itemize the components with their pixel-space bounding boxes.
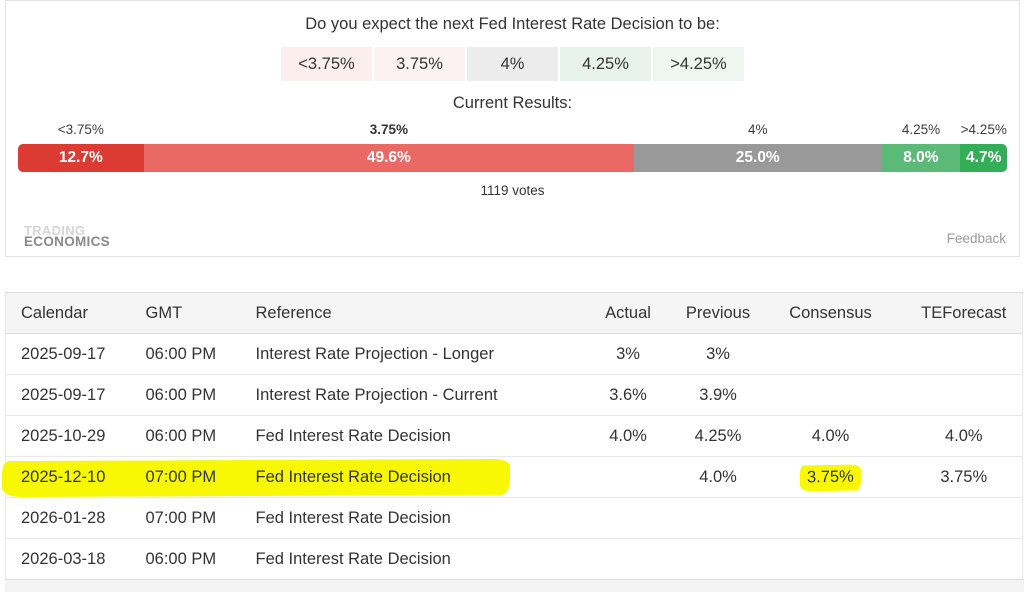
next-table-section-strip <box>5 579 1024 592</box>
poll-results-bar: 12.7% 49.6% 25.0% 8.0% 4.7% <box>18 144 1007 172</box>
cell-consensus <box>755 374 906 416</box>
column-header-calendar: Calendar <box>5 292 131 334</box>
bar-segment-gt-4-25: 4.7% <box>960 144 1007 172</box>
cell-teforecast <box>905 538 1023 580</box>
cell-reference[interactable]: Fed Interest Rate Decision <box>240 415 576 457</box>
result-bar-labels: <3.75% 3.75% 4% 4.25% >4.25% <box>18 122 1007 139</box>
cell-gmt: 07:00 PM <box>130 497 241 539</box>
table-row[interactable]: 2026-01-28 07:00 PM Fed Interest Rate De… <box>5 497 1023 539</box>
table-row[interactable]: 2025-09-17 06:00 PM Interest Rate Projec… <box>5 333 1023 375</box>
bar-segment-3-75: 49.6% <box>143 144 635 172</box>
cell-consensus <box>755 538 906 580</box>
bar-segment-lt-3-75: 12.7% <box>18 144 144 172</box>
logo-line-economics: ECONOMICS <box>24 234 110 249</box>
cell-actual: 3% <box>575 333 681 375</box>
cell-consensus: 3.75% <box>755 456 906 498</box>
cell-reference[interactable]: Fed Interest Rate Decision <box>240 497 576 539</box>
cell-gmt: 06:00 PM <box>130 538 241 580</box>
cell-calendar[interactable]: 2025-09-17 <box>5 374 131 416</box>
bar-label-4-25: 4.25% <box>901 122 941 137</box>
column-header-teforecast: TEForecast <box>905 292 1023 334</box>
economic-calendar-table: Calendar GMT Reference Actual Previous C… <box>1 292 1023 580</box>
cell-consensus <box>755 333 906 375</box>
poll-options-group: <3.75% 3.75% 4% 4.25% >4.25% <box>6 47 1019 81</box>
cell-previous: 3.9% <box>680 374 756 416</box>
poll-option-4[interactable]: 4% <box>467 47 558 81</box>
column-header-consensus: Consensus <box>755 292 906 334</box>
cell-calendar[interactable]: 2025-09-17 <box>5 333 131 375</box>
cell-previous: 4.25% <box>680 415 756 457</box>
table-row[interactable]: 2025-09-17 06:00 PM Interest Rate Projec… <box>5 374 1023 416</box>
cell-reference[interactable]: Interest Rate Projection - Current <box>240 374 576 416</box>
cell-calendar[interactable]: 2026-03-18 <box>5 538 131 580</box>
table-row[interactable]: 2026-03-18 06:00 PM Fed Interest Rate De… <box>5 538 1023 580</box>
cell-consensus <box>755 497 906 539</box>
yellow-highlight-consensus: 3.75% <box>799 463 862 492</box>
column-header-gmt: GMT <box>130 292 241 334</box>
bar-label-gt-4-25: >4.25% <box>960 122 1007 137</box>
bar-label-3-75: 3.75% <box>369 122 409 137</box>
cell-calendar[interactable]: 2025-10-29 <box>5 415 131 457</box>
bar-segment-4-25: 8.0% <box>881 144 961 172</box>
cell-actual <box>575 538 681 580</box>
cell-actual: 4.0% <box>575 415 681 457</box>
fed-rate-poll-widget: Do you expect the next Fed Interest Rate… <box>5 0 1020 257</box>
results-title: Current Results: <box>452 94 573 112</box>
cell-teforecast <box>905 333 1023 375</box>
cell-actual: 3.6% <box>575 374 681 416</box>
cell-teforecast <box>905 374 1023 416</box>
table-header-row: Calendar GMT Reference Actual Previous C… <box>5 292 1023 334</box>
cell-reference[interactable]: Fed Interest Rate Decision <box>240 538 576 580</box>
cell-calendar[interactable]: 2025-12-10 <box>1 456 511 498</box>
column-header-previous: Previous <box>680 292 756 334</box>
cell-gmt: 06:00 PM <box>130 333 241 375</box>
logo-line-trading: TRADING <box>24 223 86 238</box>
feedback-link[interactable]: Feedback <box>946 231 1006 246</box>
poll-option-4-25[interactable]: 4.25% <box>560 47 651 81</box>
poll-option-gt-4-25[interactable]: >4.25% <box>653 47 744 81</box>
cell-teforecast: 3.75% <box>905 456 1023 498</box>
cell-actual <box>575 497 681 539</box>
table-row-highlighted[interactable]: 2025-12-10 07:00 PM Fed Interest Rate De… <box>1 456 1023 498</box>
cell-calendar[interactable]: 2026-01-28 <box>5 497 131 539</box>
table-row[interactable]: 2025-10-29 06:00 PM Fed Interest Rate De… <box>5 415 1023 457</box>
votes-count: 1119 votes <box>480 183 545 198</box>
cell-previous <box>680 497 756 539</box>
column-header-actual: Actual <box>575 292 681 334</box>
cell-previous <box>680 538 756 580</box>
cell-consensus: 4.0% <box>755 415 906 457</box>
poll-option-3-75[interactable]: 3.75% <box>374 47 465 81</box>
cell-gmt: 06:00 PM <box>130 374 241 416</box>
cell-reference[interactable]: Interest Rate Projection - Longer <box>240 333 576 375</box>
cell-teforecast: 4.0% <box>905 415 1023 457</box>
column-header-reference: Reference <box>240 292 576 334</box>
poll-question: Do you expect the next Fed Interest Rate… <box>305 15 720 33</box>
poll-option-lt-3-75[interactable]: <3.75% <box>281 47 372 81</box>
cell-previous: 3% <box>680 333 756 375</box>
bar-label-lt-3-75: <3.75% <box>57 122 104 137</box>
cell-gmt: 06:00 PM <box>130 415 241 457</box>
trading-economics-logo: TRADING ECONOMICS <box>24 223 110 249</box>
cell-teforecast <box>905 497 1023 539</box>
cell-actual <box>575 456 681 498</box>
bar-segment-4: 25.0% <box>634 144 882 172</box>
cell-previous: 4.0% <box>680 456 756 498</box>
bar-label-4: 4% <box>748 122 768 137</box>
